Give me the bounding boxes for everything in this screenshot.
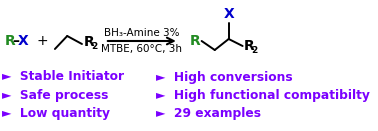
Text: R: R [5, 34, 15, 48]
Text: BH₃-Amine 3%: BH₃-Amine 3% [104, 28, 180, 38]
Text: R: R [84, 35, 94, 49]
Text: ►  Low quantity: ► Low quantity [3, 107, 110, 119]
Text: –: – [12, 34, 19, 48]
Text: ►  Safe process: ► Safe process [3, 89, 109, 102]
Text: R: R [243, 39, 254, 53]
Text: +: + [37, 34, 48, 48]
Text: ►  Stable Initiator: ► Stable Initiator [3, 70, 125, 83]
Text: 2: 2 [91, 42, 97, 51]
Text: ►  High functional compatibilty: ► High functional compatibilty [156, 89, 370, 102]
Text: MTBE, 60°C, 3h: MTBE, 60°C, 3h [101, 44, 182, 54]
Text: X: X [18, 34, 29, 48]
Text: ►  High conversions: ► High conversions [156, 70, 292, 83]
Text: R: R [190, 34, 201, 48]
Text: X: X [223, 7, 234, 21]
Text: ►  29 examples: ► 29 examples [156, 107, 261, 119]
Text: 2: 2 [251, 46, 257, 55]
